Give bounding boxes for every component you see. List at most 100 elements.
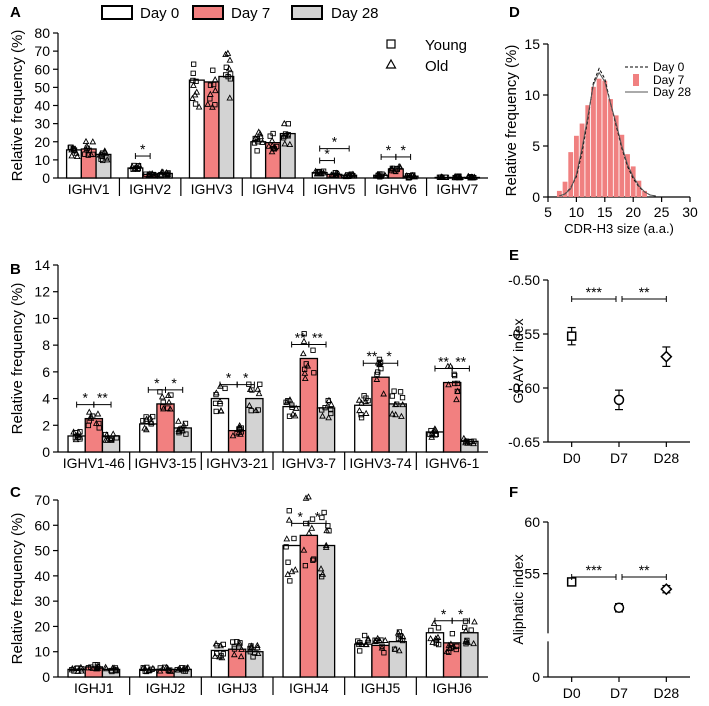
replicate-young-marker — [247, 649, 253, 655]
replicate-young-marker — [183, 431, 189, 437]
replicate-old-marker — [222, 50, 229, 58]
replicate-old-marker — [391, 645, 399, 652]
replicate-old-marker — [364, 635, 372, 642]
x-tick-label: IGHJ5 — [361, 680, 401, 696]
replicate-old-marker — [292, 404, 300, 411]
y-tick-label: 0 — [532, 189, 540, 205]
histogram-bar-day7 — [585, 105, 591, 197]
replicate-old-marker — [92, 419, 100, 426]
replicate-young-marker — [436, 641, 442, 648]
x-tick-label: 5 — [544, 204, 552, 220]
replicate-young-marker — [291, 535, 297, 542]
legend-old-label: Old — [425, 58, 448, 75]
replicate-old-marker — [147, 418, 155, 426]
replicate-young-marker — [378, 365, 384, 372]
replicate-old-marker — [430, 619, 438, 626]
replicate-old-marker — [255, 389, 263, 397]
replicate-old-marker — [229, 432, 237, 439]
replicate-old-marker — [288, 567, 296, 575]
replicate-young-marker — [325, 397, 331, 404]
replicate-young-marker — [361, 632, 368, 639]
mean-marker-circle — [613, 394, 625, 406]
replicate-old-marker — [283, 535, 291, 542]
x-tick-label: D7 — [610, 450, 628, 466]
replicate-old-marker — [392, 411, 400, 418]
replicate-old-marker — [381, 636, 389, 643]
replicate-young-marker — [379, 643, 385, 649]
bar-day-28 — [388, 403, 407, 453]
legend-day0-swatch — [101, 5, 133, 20]
replicate-young-marker — [191, 61, 197, 67]
replicate-old-marker — [182, 665, 190, 672]
y-tick-label: 0 — [42, 669, 50, 685]
replicate-young-marker — [468, 438, 474, 445]
x-tick-label: IGHV6-1 — [425, 455, 480, 471]
replicate-young-marker — [289, 402, 295, 408]
replicate-young-marker — [207, 82, 214, 88]
replicate-young-marker — [428, 427, 434, 434]
replicate-old-marker — [319, 412, 326, 419]
replicate-old-marker — [96, 151, 104, 158]
replicate-young-marker — [267, 133, 273, 139]
x-tick-label: IGHV3-74 — [349, 455, 411, 471]
y-tick-label: 80 — [34, 25, 50, 41]
replicate-old-marker — [286, 140, 294, 147]
y-tick-label: 40 — [34, 98, 50, 114]
legend-day28-label: Day 28 — [331, 5, 379, 22]
x-tick-label: IGHV3-7 — [282, 455, 337, 471]
x-tick-label: IGHV7 — [436, 181, 478, 197]
y-tick-label: -0.50 — [508, 272, 540, 288]
histogram-bar-day7 — [591, 86, 596, 197]
replicate-old-marker — [112, 666, 119, 673]
replicate-old-marker — [193, 88, 201, 95]
replicate-young-marker — [165, 170, 171, 176]
legend-old-marker — [385, 58, 397, 69]
replicate-young-marker — [254, 148, 260, 154]
significance-label: ** — [639, 562, 650, 578]
significance-label: ** — [438, 354, 449, 370]
replicate-old-marker — [252, 406, 260, 414]
bar-day-0 — [250, 141, 267, 179]
replicate-old-marker — [439, 173, 447, 181]
significance-label: * — [386, 348, 392, 364]
replicate-old-marker — [454, 387, 461, 394]
significance-label: * — [226, 370, 232, 386]
replicate-young-marker — [326, 528, 332, 534]
replicate-old-marker — [142, 426, 150, 433]
replicate-old-marker — [248, 642, 255, 649]
replicate-old-marker — [180, 421, 188, 428]
x-tick-label: IGHV3-15 — [134, 455, 196, 471]
replicate-young-marker — [287, 578, 293, 584]
replicate-young-marker — [358, 412, 364, 418]
replicate-old-marker — [145, 666, 153, 673]
replicate-old-marker — [68, 152, 76, 159]
replicate-young-marker — [391, 388, 397, 394]
y-tick-label: 30 — [34, 116, 50, 132]
bar-day-28 — [245, 651, 264, 678]
replicate-old-marker — [301, 369, 309, 376]
replicate-old-marker — [70, 145, 78, 152]
replicate-young-marker — [84, 145, 90, 151]
replicate-young-marker — [388, 167, 395, 174]
y-tick-label: 8 — [42, 337, 50, 353]
y-tick-label: 55 — [524, 566, 540, 582]
replicate-young-marker — [432, 432, 439, 438]
histogram-bar-day7 — [562, 181, 568, 197]
replicate-old-marker — [89, 138, 97, 145]
replicate-young-marker — [285, 132, 291, 138]
significance-label: *** — [586, 562, 603, 578]
x-tick-label: IGHV1-46 — [63, 455, 125, 471]
replicate-old-marker — [102, 436, 110, 443]
replicate-young-marker — [468, 627, 474, 633]
bar-day-28 — [388, 640, 407, 678]
replicate-old-marker — [72, 435, 80, 443]
y-tick-label: 4 — [42, 391, 50, 407]
replicate-old-marker — [103, 156, 111, 163]
replicate-old-marker — [164, 170, 172, 177]
replicate-old-marker — [217, 407, 225, 414]
x-tick-label: IGHJ3 — [217, 680, 257, 696]
replicate-old-marker — [291, 566, 299, 573]
replicate-young-marker — [311, 370, 317, 376]
histogram-bar-day7 — [642, 190, 647, 197]
x-tick-label: IGHV4 — [252, 181, 294, 197]
